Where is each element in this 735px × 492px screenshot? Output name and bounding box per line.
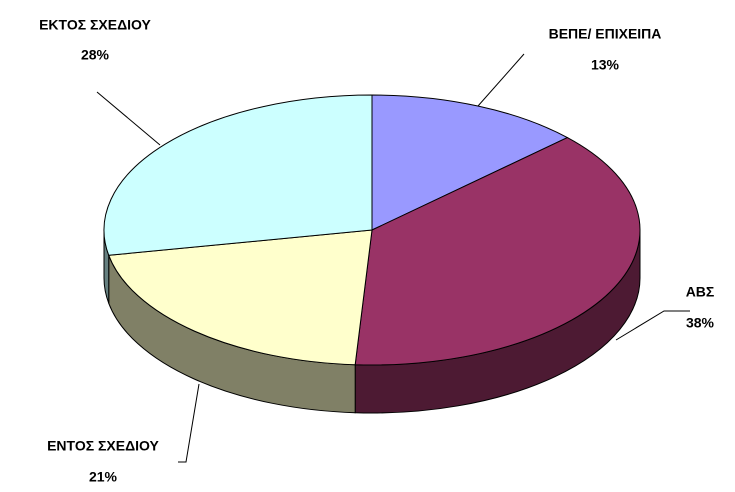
category-label: ΑΒΣ (686, 284, 715, 300)
slice (103, 94, 373, 256)
category-label: ΒΕΠΕ/ ΕΠΙΧΕΙΠΑ (549, 26, 662, 42)
leader-line (178, 383, 200, 463)
value-label: 13% (591, 57, 620, 73)
value-label: 38% (686, 315, 715, 331)
slice (354, 137, 641, 366)
category-label: ΕΚΤΟΣ ΣΧΕΔΙΟΥ (39, 17, 151, 33)
leader-line (477, 53, 525, 107)
value-label: 28% (81, 47, 110, 63)
slice (108, 229, 373, 366)
category-label: ΕΝΤΟΣ ΣΧΕΔΙΟΥ (47, 438, 159, 454)
leader-line (96, 91, 161, 146)
leader-line (615, 310, 690, 341)
value-label: 21% (89, 469, 118, 485)
